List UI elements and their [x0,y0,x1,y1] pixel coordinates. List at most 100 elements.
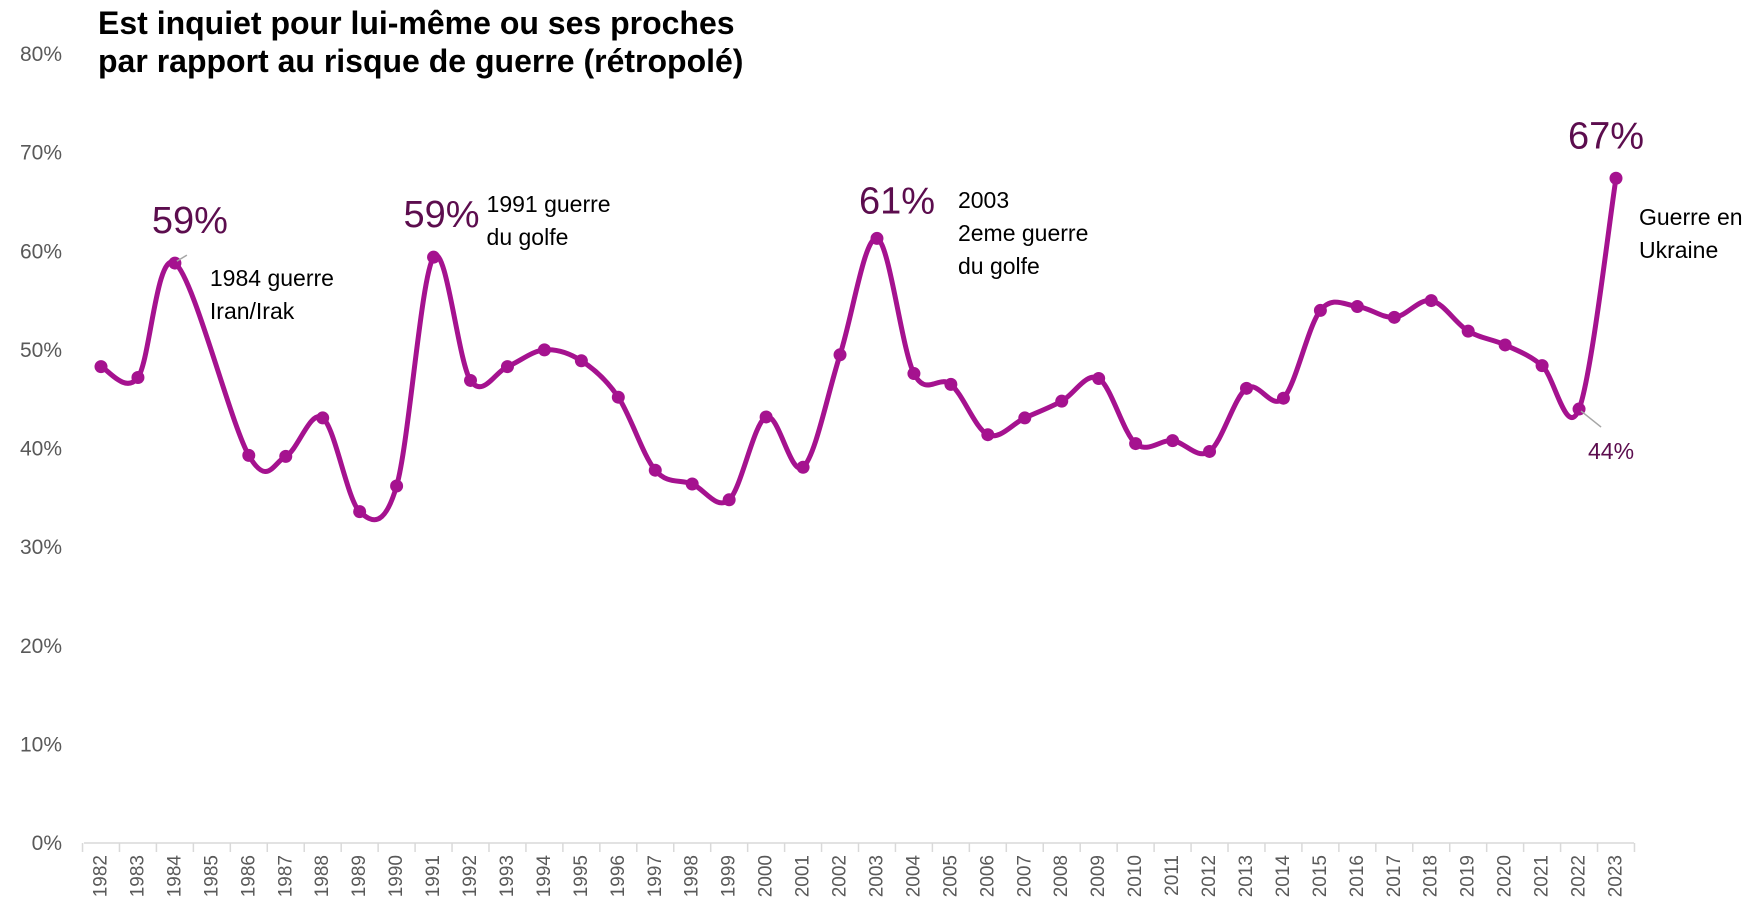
data-point [353,505,367,519]
series-path [98,175,1619,523]
data-point [316,411,330,425]
data-point [1461,324,1475,338]
data-point [464,373,478,387]
data-point [611,390,625,404]
x-tick-label: 1992 [460,855,481,897]
x-tick-label: 2005 [940,855,961,897]
x-tick-label: 2011 [1162,855,1183,896]
x-tick-label: 2012 [1199,855,1220,897]
x-tick-label: 1983 [127,855,148,897]
data-label: 59% [152,200,228,242]
x-tick-label: 1999 [719,855,740,897]
x-tick-label: 2013 [1236,855,1257,897]
data-label: 61% [859,180,935,222]
data-point [648,463,662,477]
data-point [1276,391,1290,405]
data-point [759,410,773,424]
annotation-line: du golfe [487,224,569,250]
data-label: 44% [1588,438,1634,464]
x-tick-label: 1995 [571,855,592,897]
x-tick-label: 1986 [238,855,259,897]
annotations: 1984 guerre Iran/Irak 1991 guerre du golfe 2… [210,187,1743,324]
data-point [1609,171,1623,185]
x-tick-label: 1990 [386,855,407,897]
x-tick-label: 2007 [1014,855,1035,897]
annotation-line: 1984 guerre [210,265,334,291]
x-tick-label: 2006 [977,855,998,897]
x-tick-label: 1994 [534,855,555,898]
data-point [500,360,514,374]
annotation-1991: 1991 guerre du golfe [487,191,611,250]
chart-title-line-1: Est inquiet pour lui-même ou ses proches [98,5,735,41]
data-point [1387,310,1401,324]
x-tick-label: 2016 [1347,855,1368,897]
x-tick-label: 1988 [312,855,333,897]
data-point [131,370,145,384]
x-tick-label: 2000 [756,855,777,897]
label-leader-line [176,254,188,262]
x-tick-label: 2010 [1125,855,1146,897]
x-tick-label: 1982 [91,855,112,897]
y-tick-label: 70% [20,142,62,165]
data-point [1313,303,1327,317]
data-point [1498,338,1512,352]
data-point [279,449,293,463]
data-point [796,460,810,474]
x-tick-label: 2014 [1273,855,1294,898]
data-point [427,250,441,264]
y-tick-label: 30% [20,536,62,559]
x-tick-label: 2020 [1495,855,1516,897]
x-tick-label: 2003 [866,855,887,897]
data-point [685,477,699,491]
x-tick-label: 1989 [349,855,370,897]
data-point [1092,371,1106,385]
data-point [1535,359,1549,373]
annotation-line: Ukraine [1639,237,1718,263]
annotation-line: 2eme guerre [958,220,1088,246]
value-labels: 59% 59% 61% 44% 67% [152,115,1644,464]
x-tick-label: 2023 [1606,855,1627,897]
data-point [1166,434,1180,448]
data-point [833,348,847,362]
data-point [907,367,921,381]
y-tick-label: 40% [20,438,62,461]
y-tick-label: 20% [20,635,62,658]
data-point [537,343,551,357]
annotation-line: du golfe [958,253,1040,279]
data-point [1018,411,1032,425]
annotation-line: Iran/Irak [210,298,295,324]
data-point [981,428,995,442]
x-tick-label: 2021 [1532,855,1553,897]
x-tick-label: 1987 [275,855,296,897]
data-point [390,479,404,493]
y-tick-label: 80% [20,43,62,66]
data-point [168,256,182,270]
data-point [1203,444,1217,458]
chart-title: Est inquiet pour lui-même ou ses proches… [98,4,998,80]
label-leader-line [1580,410,1602,428]
data-point [1239,381,1253,395]
annotation-2023: Guerre en Ukraine [1639,204,1743,263]
x-tick-label: 1985 [201,855,222,897]
x-tick-label: 2018 [1421,855,1442,897]
data-label: 67% [1568,115,1644,157]
annotation-2003: 2003 2eme guerre du golfe [958,187,1088,279]
data-point [1129,437,1143,451]
x-tick-label: 2019 [1458,855,1479,897]
x-tick-label: 1996 [608,855,629,897]
x-tick-label: 1993 [497,855,518,897]
x-tick-label: 2017 [1384,855,1405,897]
y-tick-label: 0% [32,832,62,855]
x-tick-label: 2022 [1569,855,1590,897]
y-tick-label: 60% [20,240,62,263]
data-point [1055,394,1069,408]
annotation-line: 1991 guerre [487,191,611,217]
data-point [1350,299,1364,313]
data-point [242,448,256,462]
data-point [870,231,884,245]
x-tick-label: 2009 [1088,855,1109,897]
x-tick-label: 1998 [682,855,703,897]
annotation-1984: 1984 guerre Iran/Irak [210,265,334,324]
x-tick-label: 1991 [423,855,444,897]
